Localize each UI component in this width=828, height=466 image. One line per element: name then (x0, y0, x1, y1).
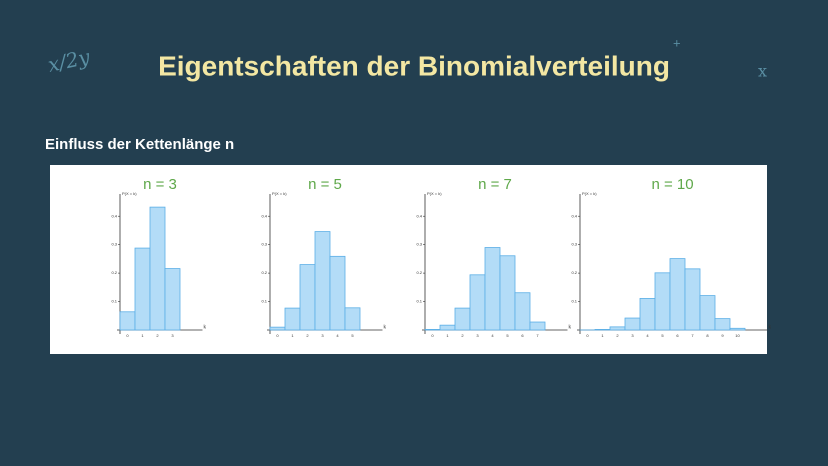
bar (595, 329, 610, 330)
bar (165, 269, 180, 330)
chart-title: n = 10 (651, 176, 693, 193)
bar (285, 308, 300, 330)
y-axis-label: P(X = k) (272, 191, 287, 196)
y-tick-label: 0.4 (416, 213, 422, 218)
bar (625, 318, 640, 330)
bar (440, 325, 455, 330)
bar (345, 308, 360, 330)
bar (270, 327, 285, 330)
bar (730, 328, 745, 330)
bar (150, 207, 165, 330)
bar (515, 293, 530, 330)
decoration: x (758, 62, 767, 81)
y-axis-label: P(X = k) (427, 191, 442, 196)
bar (120, 312, 135, 330)
y-tick-label: 0.2 (571, 270, 577, 275)
y-tick-label: 0.1 (261, 299, 267, 304)
slide-title: Eigentschaften der Binomialverteilung (158, 50, 670, 81)
chart-title: n = 5 (308, 176, 342, 193)
y-tick-label: 0.4 (111, 213, 117, 218)
bar (300, 265, 315, 330)
bar (655, 273, 670, 330)
y-axis-label: P(X = k) (582, 191, 597, 196)
y-axis-label: P(X = k) (122, 191, 137, 196)
bar (685, 269, 700, 330)
decoration: + (673, 35, 681, 50)
y-tick-label: 0.2 (261, 270, 267, 275)
y-tick-label: 0.3 (571, 242, 577, 247)
bar (315, 232, 330, 330)
chart-title: n = 7 (478, 176, 512, 193)
bar (330, 256, 345, 330)
bar (700, 296, 715, 330)
bar (135, 248, 150, 330)
bar (610, 327, 625, 330)
y-tick-label: 0.4 (261, 213, 267, 218)
y-tick-label: 0.1 (111, 299, 117, 304)
bar (485, 248, 500, 330)
y-tick-label: 0.4 (571, 213, 577, 218)
y-tick-label: 0.1 (571, 299, 577, 304)
y-tick-label: 0.2 (416, 270, 422, 275)
y-tick-label: 0.3 (261, 242, 267, 247)
y-tick-label: 0.3 (111, 242, 117, 247)
bar (455, 308, 470, 330)
bar (640, 298, 655, 330)
bar (530, 322, 545, 330)
bar (715, 319, 730, 330)
y-tick-label: 0.1 (416, 299, 422, 304)
bar (470, 275, 485, 330)
y-tick-label: 0.3 (416, 242, 422, 247)
y-tick-label: 0.2 (111, 270, 117, 275)
x-tick-label: 10 (735, 333, 740, 338)
bar (425, 329, 440, 330)
chart-title: n = 3 (143, 176, 177, 193)
subtitle: Einfluss der Kettenlänge n (45, 136, 234, 153)
bar (500, 256, 515, 330)
bar (670, 259, 685, 330)
